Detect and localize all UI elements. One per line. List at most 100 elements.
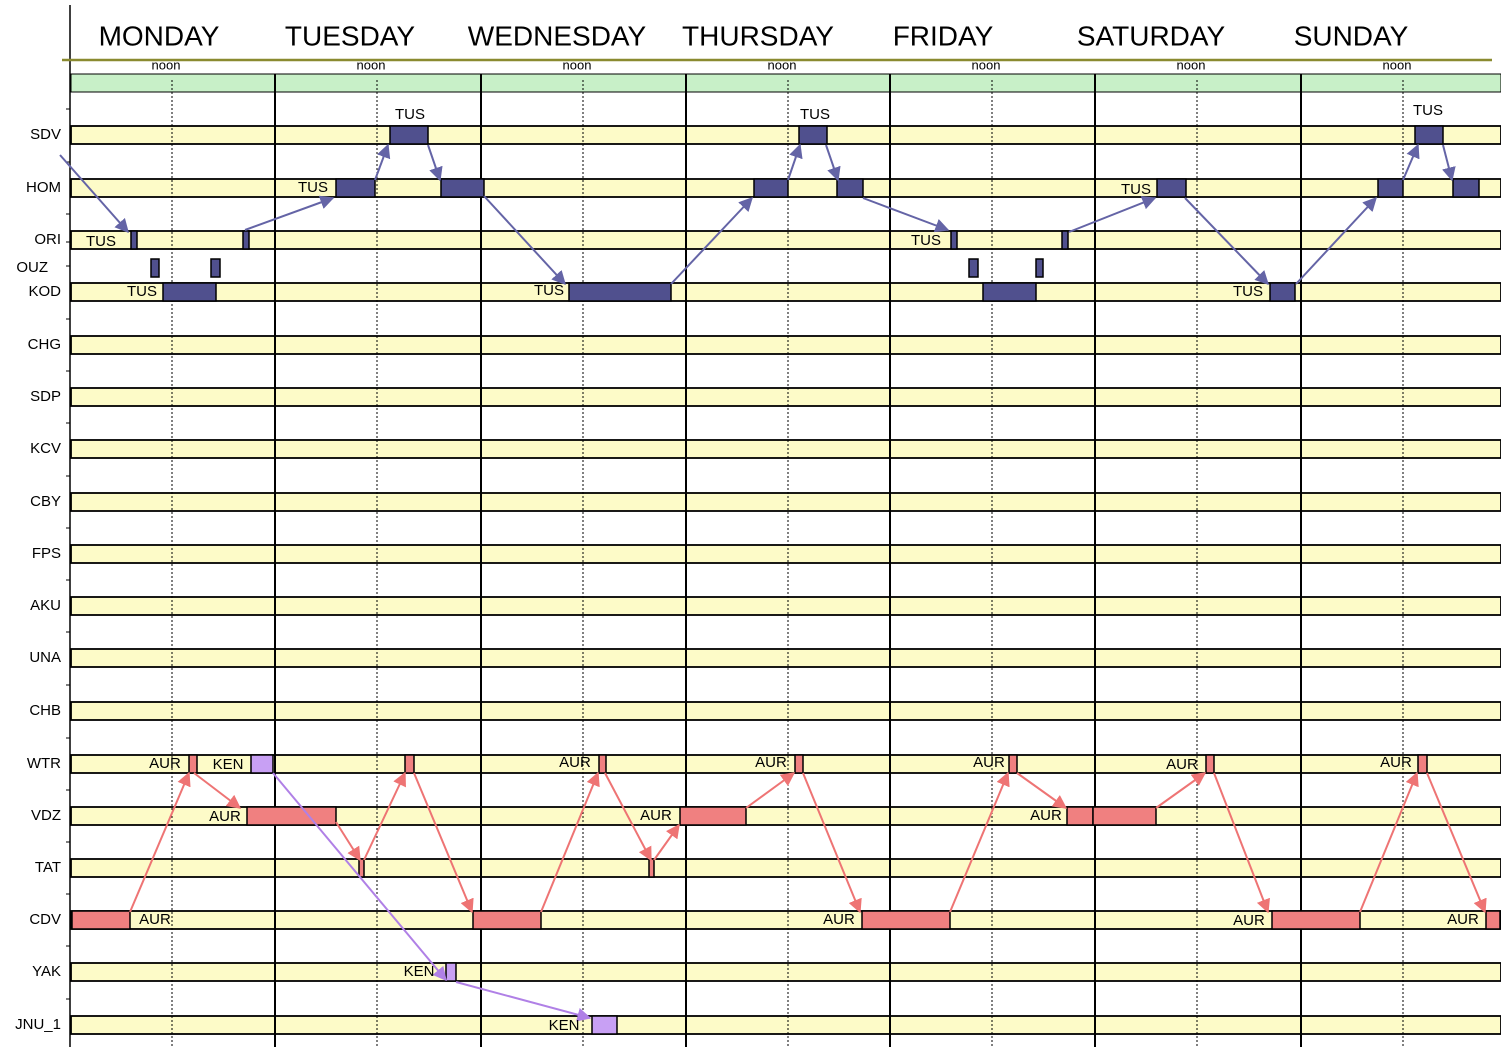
row-band: [70, 230, 1501, 250]
row-label: TAT: [35, 859, 61, 876]
block: [1417, 754, 1428, 774]
arrow: [949, 771, 1010, 913]
block: [1156, 178, 1187, 198]
block: [568, 282, 672, 302]
row-label: CHB: [29, 702, 61, 719]
block: [591, 1015, 618, 1035]
arrow: [862, 197, 950, 233]
block: [982, 282, 1037, 302]
row-label: JNU_1: [15, 1016, 61, 1033]
block: [1414, 125, 1444, 145]
arrow: [825, 144, 841, 182]
row-band: [70, 282, 1501, 302]
block-label: TUS: [1233, 283, 1263, 300]
arrow: [427, 144, 443, 182]
block-label: AUR: [823, 911, 855, 928]
row-label: WTR: [27, 755, 61, 772]
block: [861, 910, 951, 930]
block: [246, 806, 337, 826]
row-band: [70, 335, 1501, 355]
block-label: AUR: [1166, 756, 1198, 773]
block: [389, 125, 429, 145]
block: [440, 178, 485, 198]
day-label: THURSDAY: [682, 20, 834, 51]
day-label: FRIDAY: [893, 20, 994, 51]
block-label: TUS: [86, 233, 116, 250]
arrow: [413, 772, 474, 914]
block-label: KEN: [549, 1017, 580, 1034]
row-label: CDV: [29, 911, 61, 928]
block: [210, 258, 221, 278]
arrow: [244, 195, 335, 231]
arrow: [129, 771, 191, 913]
arrow: [1295, 196, 1377, 285]
block-label: AUR: [755, 754, 787, 771]
block-label: TUS: [127, 283, 157, 300]
row-label: CBY: [30, 493, 61, 510]
block-label: AUR: [139, 911, 171, 928]
block: [1452, 178, 1480, 198]
row-label: CHG: [28, 336, 61, 353]
arrow: [802, 772, 862, 914]
arrow: [193, 772, 242, 809]
noon-label: noon: [152, 57, 181, 72]
block: [1485, 910, 1501, 930]
arrow: [1442, 144, 1456, 182]
arrow: [1213, 772, 1270, 914]
block-label: TUS: [395, 106, 425, 123]
block: [648, 858, 655, 878]
block: [71, 910, 131, 930]
block: [358, 858, 365, 878]
block-label: TUS: [1413, 102, 1443, 119]
noon-label: noon: [972, 57, 1001, 72]
block: [1035, 258, 1044, 278]
block: [1271, 910, 1361, 930]
row-label: SDV: [30, 126, 61, 143]
block: [1377, 178, 1404, 198]
arrow: [363, 771, 406, 861]
row-label: OUZ: [16, 259, 48, 276]
block: [1061, 230, 1069, 250]
row-band: [70, 125, 1501, 145]
block: [1269, 282, 1296, 302]
noon-label: noon: [1177, 57, 1206, 72]
day-label: SATURDAY: [1077, 20, 1226, 51]
block-label: AUR: [973, 754, 1005, 771]
block: [445, 962, 457, 982]
block: [950, 230, 958, 250]
block: [130, 230, 138, 250]
row-band: [70, 596, 1501, 616]
row-band: [70, 858, 1501, 878]
block: [836, 178, 864, 198]
row-label: SDP: [30, 388, 61, 405]
block: [679, 806, 747, 826]
arrow: [1068, 196, 1157, 233]
time-strip: [70, 73, 1501, 93]
row-band: [70, 492, 1501, 512]
block: [1066, 806, 1094, 826]
block-label: AUR: [149, 755, 181, 772]
block-label: TUS: [298, 179, 328, 196]
block-label: AUR: [1447, 911, 1479, 928]
block: [150, 258, 160, 278]
block: [968, 258, 979, 278]
day-label: MONDAY: [99, 20, 220, 51]
noon-label: noon: [563, 57, 592, 72]
day-label: SUNDAY: [1294, 20, 1409, 51]
arrow: [335, 821, 361, 862]
block-label: TUS: [800, 106, 830, 123]
block: [794, 754, 804, 774]
block: [242, 230, 250, 250]
block: [1008, 754, 1018, 774]
block: [162, 282, 217, 302]
row-label: AKU: [30, 597, 61, 614]
noon-label: noon: [768, 57, 797, 72]
arrow: [1016, 772, 1068, 809]
row-band: [70, 544, 1501, 564]
block: [250, 754, 274, 774]
block: [598, 754, 607, 774]
row-band: [70, 387, 1501, 407]
block-label: AUR: [640, 807, 672, 824]
block: [472, 910, 542, 930]
